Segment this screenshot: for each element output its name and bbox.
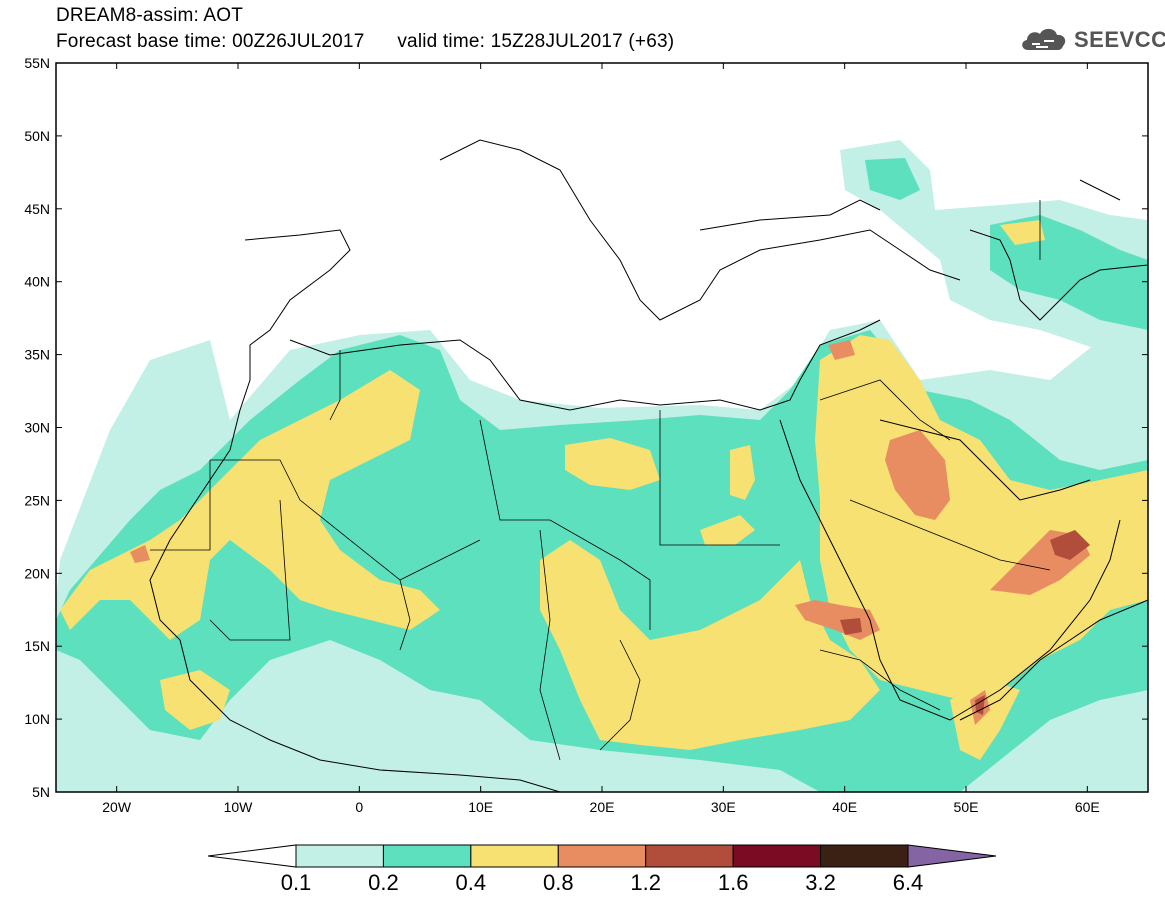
longitude-labels: 20W 10W 0 10E 20E 30E 40E 50E 60E bbox=[102, 799, 1100, 815]
lat-label: 45N bbox=[24, 201, 50, 217]
colorbar-label: 3.2 bbox=[805, 870, 836, 895]
lat-label: 25N bbox=[24, 492, 50, 508]
valid-time-label: valid time: bbox=[397, 31, 486, 52]
lat-label: 55N bbox=[24, 55, 50, 71]
colorbar-box bbox=[820, 844, 909, 868]
colorbar-label: 0.1 bbox=[280, 870, 312, 895]
lon-label: 30E bbox=[711, 799, 736, 815]
colorbar-box bbox=[382, 844, 472, 868]
lon-label: 20W bbox=[102, 799, 132, 815]
colorbar-box bbox=[645, 844, 734, 868]
colorbar-under-triangle bbox=[207, 844, 297, 868]
colorbar-label: 1.6 bbox=[717, 870, 749, 895]
lat-label: 10N bbox=[24, 711, 50, 727]
aot-band-0.4 bbox=[60, 370, 440, 640]
lon-label: 50E bbox=[954, 799, 979, 815]
valid-time-value: 15Z28JUL2017 (+63) bbox=[490, 31, 675, 52]
lat-label: 50N bbox=[24, 128, 50, 144]
longitude-ticks bbox=[116, 63, 1088, 792]
logo-text: SEEVCCC bbox=[1074, 27, 1165, 52]
lat-label: 20N bbox=[24, 565, 50, 581]
title-text: DREAM8-assim: AOT bbox=[56, 5, 244, 26]
aot-band-0.4-libya bbox=[565, 438, 755, 545]
colorbar-box bbox=[732, 844, 822, 868]
latitude-ticks bbox=[56, 62, 1148, 793]
chart-title: DREAM8-assim: AOT bbox=[56, 5, 243, 27]
aot-band-1.2 bbox=[840, 530, 1090, 715]
colorbar bbox=[207, 844, 997, 868]
lat-label: 40N bbox=[24, 274, 50, 290]
lon-label: 20E bbox=[590, 799, 615, 815]
aot-band-0.4-center bbox=[540, 540, 880, 750]
colorbar-label: 0.2 bbox=[368, 870, 399, 895]
lat-label: 35N bbox=[24, 347, 50, 363]
base-time-label: Forecast base time: bbox=[56, 31, 227, 52]
country-borders bbox=[150, 200, 1051, 761]
aot-band-0.4-somalia bbox=[950, 680, 1020, 760]
lon-label: 60E bbox=[1075, 799, 1100, 815]
colorbar-label: 0.4 bbox=[455, 870, 487, 895]
cloud-icon bbox=[1022, 28, 1066, 50]
base-time-value: 00Z26JUL2017 bbox=[232, 31, 365, 52]
aot-field bbox=[56, 140, 1148, 792]
aot-band-0.4-caspian bbox=[1000, 220, 1045, 245]
colorbar-label: 0.8 bbox=[542, 870, 574, 895]
lon-label: 0 bbox=[355, 799, 363, 815]
aot-band-0.2-north bbox=[865, 158, 1148, 330]
lat-label: 30N bbox=[24, 420, 50, 436]
time-info: Forecast base time: 00Z26JUL2017 valid t… bbox=[56, 31, 674, 53]
lon-label: 10E bbox=[468, 799, 493, 815]
aot-band-0.4-westafrica bbox=[160, 670, 230, 730]
lon-label: 10W bbox=[224, 799, 254, 815]
colorbar-box bbox=[470, 844, 559, 868]
coastlines bbox=[149, 139, 1148, 792]
lat-label: 5N bbox=[32, 784, 50, 800]
colorbar-box bbox=[295, 844, 384, 868]
colorbar-label: 6.4 bbox=[892, 870, 924, 895]
lon-label: 40E bbox=[832, 799, 857, 815]
colorbar-box bbox=[557, 844, 647, 868]
colorbar-label: 1.2 bbox=[630, 870, 661, 895]
lat-label: 15N bbox=[24, 638, 50, 654]
seevccc-logo: SEEVCCC bbox=[1018, 24, 1165, 56]
latitude-labels: 55N 50N 45N 40N 35N 30N 25N 20N 15N 10N 5N bbox=[24, 55, 50, 800]
colorbar-over-triangle bbox=[907, 844, 997, 868]
aot-band-0.4-arabia bbox=[815, 335, 1148, 700]
